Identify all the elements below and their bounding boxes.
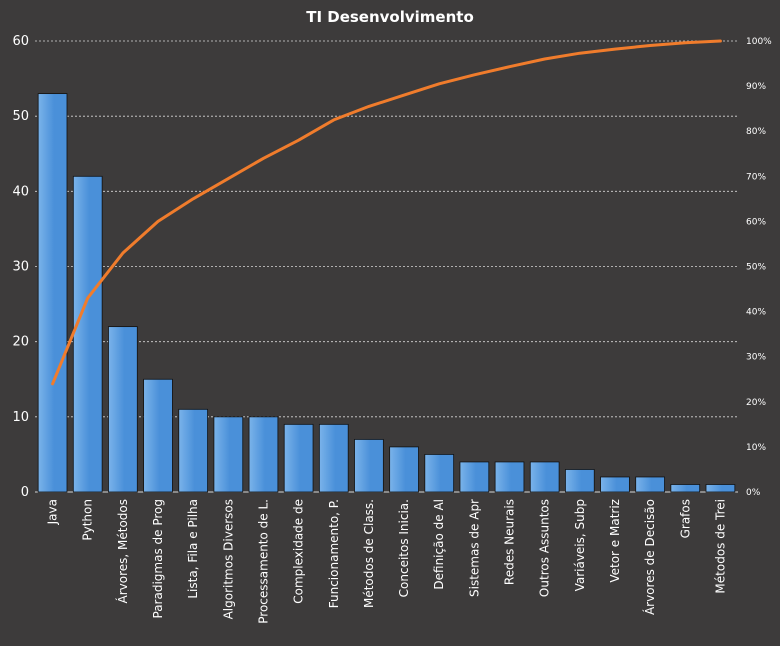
- y-tick-label: 10: [12, 410, 29, 425]
- x-tick-label: Grafos: [678, 499, 692, 538]
- x-tick-label: Java: [46, 499, 60, 525]
- x-axis-ticks: Java Python Árvores, Métodos Paradigmas de …: [46, 499, 728, 624]
- bar: [459, 461, 490, 493]
- chart-title: TI Desenvolvimento: [306, 8, 474, 26]
- y2-tick-label: 100%: [746, 37, 772, 47]
- bar: [213, 416, 244, 493]
- x-tick-label: Redes Neurais: [503, 499, 517, 585]
- x-tick-label: Vetor e Matriz: [608, 499, 622, 583]
- y-tick-label: 20: [12, 335, 29, 350]
- gridlines: [35, 40, 738, 493]
- y2-tick-label: 0%: [746, 488, 761, 498]
- bar: [318, 423, 349, 493]
- bar: [389, 446, 419, 493]
- y2-tick-label: 90%: [746, 82, 766, 92]
- bar: [600, 476, 630, 493]
- y-axis-ticks: 0 10 20 30 40 50 60: [12, 34, 29, 500]
- y2-axis-ticks: 0% 10% 20% 30% 40% 50% 60% 70% 80% 90% 100%: [746, 37, 772, 498]
- cumulative-percent-line: [51, 39, 722, 386]
- bar: [248, 416, 279, 493]
- x-tick-label: Processamento de L.: [256, 499, 270, 624]
- x-tick-label: Variáveis, Subp: [573, 499, 587, 591]
- bar: [635, 476, 665, 493]
- x-tick-label: Algoritmos Diversos: [221, 499, 235, 619]
- bar: [108, 326, 138, 493]
- y2-tick-label: 50%: [746, 263, 766, 273]
- y-tick-label: 40: [12, 184, 29, 199]
- y-tick-label: 0: [21, 485, 29, 500]
- y2-tick-label: 20%: [746, 398, 766, 408]
- bar: [565, 469, 595, 493]
- x-tick-label: Métodos de Trei: [713, 499, 727, 594]
- x-tick-label: Árvores, Métodos: [115, 499, 130, 604]
- x-tick-label: Definição de Al: [432, 499, 446, 590]
- bar: [178, 408, 208, 493]
- y-tick-label: 60: [12, 34, 29, 49]
- x-tick-label: Funcionamento, P.: [327, 499, 341, 608]
- y2-tick-label: 10%: [746, 443, 766, 453]
- y2-tick-label: 60%: [746, 217, 766, 227]
- bar: [37, 93, 68, 493]
- bar: [72, 175, 103, 493]
- y2-tick-label: 70%: [746, 172, 766, 182]
- y2-tick-label: 30%: [746, 353, 766, 363]
- x-tick-label: Outros Assuntos: [538, 499, 552, 597]
- y2-tick-label: 40%: [746, 308, 766, 318]
- cumulative-line: [51, 39, 722, 386]
- x-tick-label: Sistemas de Apr: [467, 499, 481, 597]
- bar: [283, 423, 314, 493]
- bar: [529, 461, 560, 493]
- x-tick-label: Paradigmas de Prog: [151, 499, 165, 618]
- bar: [705, 484, 736, 493]
- bar: [424, 454, 455, 493]
- bar: [494, 461, 525, 493]
- y2-tick-label: 80%: [746, 127, 766, 137]
- y-tick-label: 50: [12, 109, 29, 124]
- x-tick-label: Python: [81, 499, 95, 541]
- x-tick-label: Árvores de Decisão: [642, 499, 657, 615]
- bar: [670, 484, 701, 493]
- bar: [143, 378, 173, 493]
- x-tick-label: Complexidade de: [292, 499, 306, 604]
- y-tick-label: 30: [12, 260, 29, 275]
- bar: [354, 438, 384, 493]
- x-tick-label: Lista, Fila e Pilha: [186, 499, 200, 599]
- x-tick-label: Métodos de Class.: [362, 499, 376, 608]
- x-tick-label: Conceitos Inicia.: [397, 499, 411, 597]
- bars: [37, 93, 736, 493]
